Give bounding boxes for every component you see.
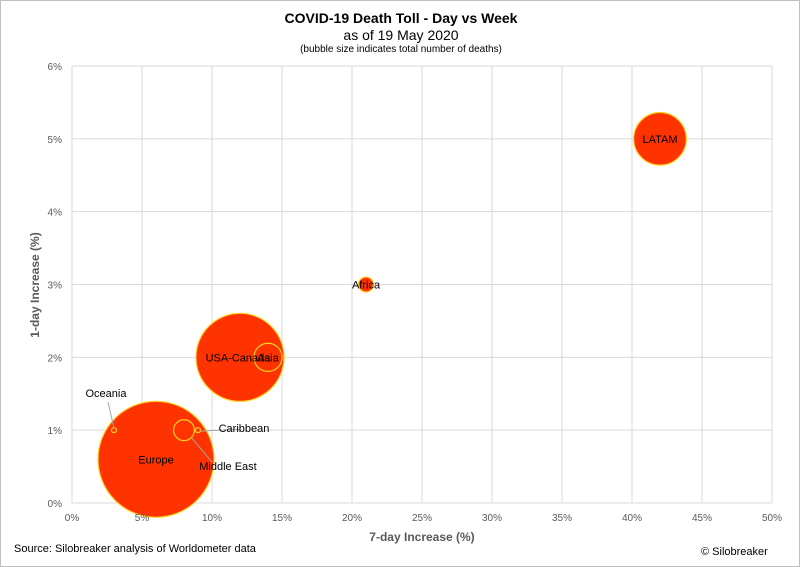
leader-line-caribbean <box>200 428 241 432</box>
data-label-middle-east: Middle East <box>199 461 256 473</box>
data-labels: Europe USA-Canada LATAM Asia Middle East Afri… <box>86 134 678 473</box>
x-tick-label: 10% <box>202 513 222 524</box>
x-tick-label: 35% <box>552 513 572 524</box>
bubble-asia <box>253 342 283 373</box>
y-axis-label: 1-day Increase (%) <box>28 232 42 337</box>
x-tick-label: 5% <box>135 513 150 524</box>
bubble-series <box>97 111 687 518</box>
chart-subtitle: as of 19 May 2020 <box>343 27 459 43</box>
x-tick-label: 50% <box>762 513 782 524</box>
y-tick-label: 3% <box>48 281 63 292</box>
bubble-usa-canada <box>195 312 285 402</box>
bubble-caribbean <box>194 427 202 434</box>
source-note: Source: Silobreaker analysis of Worldome… <box>14 543 256 555</box>
data-label-usa-canada: USA-Canada <box>206 352 272 364</box>
x-tick-label: 40% <box>622 513 642 524</box>
chart-title: COVID-19 Death Toll - Day vs Week <box>284 10 518 26</box>
data-label-africa: Africa <box>352 280 381 292</box>
x-axis-label: 7-day Increase (%) <box>369 530 474 544</box>
tick-labels: 0% 5% 10% 15% 20% 25% 30% 35% 40% 45% 50% 0% 1% 2% 3% 4… <box>48 62 783 524</box>
x-tick-label: 15% <box>272 513 292 524</box>
bubble-africa <box>357 276 375 293</box>
y-tick-label: 5% <box>48 135 63 146</box>
y-tick-label: 2% <box>48 353 63 364</box>
bubble-latam <box>633 111 687 166</box>
x-tick-label: 30% <box>482 513 502 524</box>
y-tick-label: 1% <box>48 426 63 437</box>
leader-lines <box>107 402 241 463</box>
y-tick-label: 0% <box>48 499 63 510</box>
chart-note: (bubble size indicates total number of d… <box>300 44 502 55</box>
data-label-caribbean: Caribbean <box>219 423 270 435</box>
chart-title-block: COVID-19 Death Toll - Day vs Week as of … <box>1 9 800 57</box>
data-label-europe: Europe <box>138 454 173 466</box>
leader-line-oceania <box>107 402 115 429</box>
x-tick-label: 25% <box>412 513 432 524</box>
y-tick-label: 6% <box>48 62 63 73</box>
leader-line-middle-east <box>191 437 213 463</box>
data-label-oceania: Oceania <box>86 388 128 400</box>
data-label-asia: Asia <box>257 352 279 364</box>
gridlines <box>71 65 773 504</box>
x-tick-label: 0% <box>65 513 80 524</box>
y-tick-label: 4% <box>48 208 63 219</box>
x-tick-label: 45% <box>692 513 712 524</box>
bubble-oceania <box>110 427 118 434</box>
x-tick-label: 20% <box>342 513 362 524</box>
copyright-note: © Silobreaker <box>701 546 768 558</box>
data-label-latam: LATAM <box>642 134 677 146</box>
bubble-middle-east <box>172 419 196 442</box>
